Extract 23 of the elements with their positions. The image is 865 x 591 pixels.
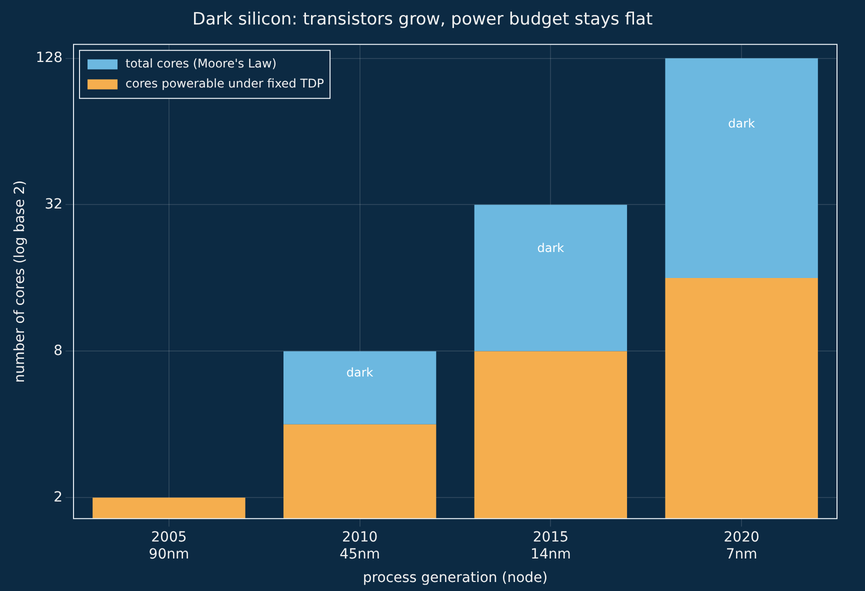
annotation: dark <box>537 240 564 255</box>
y-axis-title: number of cores (log base 2) <box>12 180 28 383</box>
legend-label: total cores (Moore's Law) <box>126 56 277 71</box>
x-tick-label: 2020 7nm <box>724 530 760 562</box>
chart-title: Dark silicon: transistors grow, power budget stays flat <box>192 10 653 30</box>
x-tick-label: 2005 90nm <box>148 530 190 562</box>
y-tick-label: 8 <box>54 342 63 359</box>
bar <box>665 58 818 278</box>
legend-label: cores powerable under fixed TDP <box>126 76 324 91</box>
bar <box>474 204 628 352</box>
y-tick-label: 2 <box>54 489 63 506</box>
annotation: dark <box>728 116 756 130</box>
bar <box>92 498 246 519</box>
bar <box>283 351 436 424</box>
bar <box>283 424 436 519</box>
x-tick-label: 2015 14nm <box>530 530 571 562</box>
x-axis-title: process generation (node) <box>362 570 548 586</box>
annotation: dark <box>346 365 374 380</box>
bar <box>474 351 628 519</box>
y-tick-label: 32 <box>44 196 63 212</box>
bar <box>665 278 818 519</box>
y-tick-label: 128 <box>36 50 63 66</box>
x-tick-label: 2010 45nm <box>340 530 380 562</box>
